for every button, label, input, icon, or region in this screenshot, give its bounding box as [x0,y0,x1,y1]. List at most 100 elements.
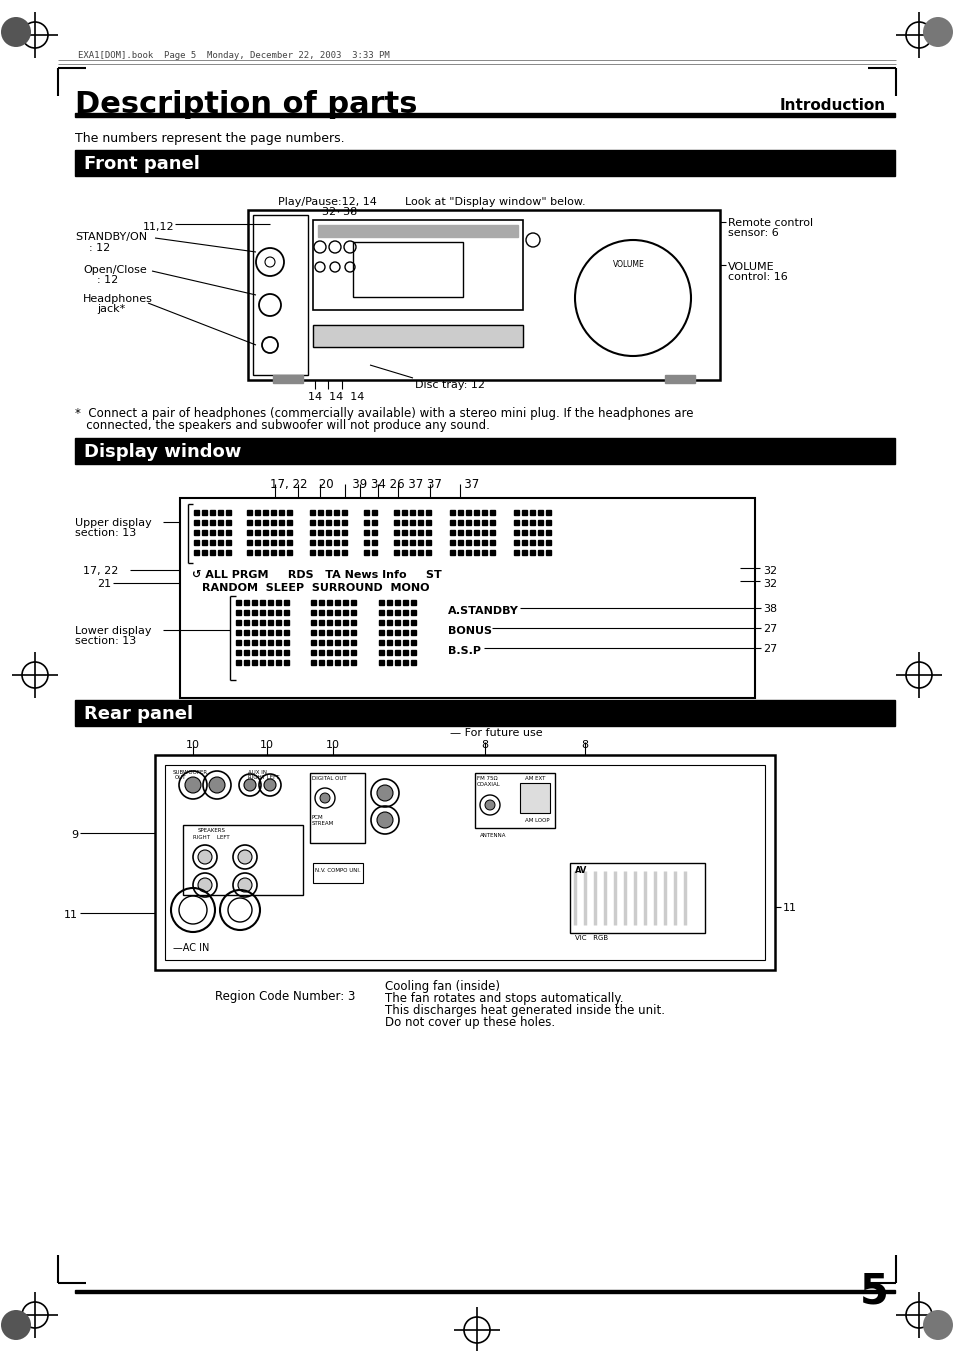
Bar [481,530,486,535]
Bar [402,611,408,615]
Bar [530,540,535,544]
Bar [263,520,268,526]
Bar [284,650,289,655]
Bar [275,661,281,665]
Bar [311,620,315,626]
Bar [475,773,555,828]
Text: Open/Close: Open/Close [83,265,147,276]
Bar [317,520,323,526]
Text: 8: 8 [481,740,488,750]
Text: ANTENNA: ANTENNA [479,834,506,838]
Bar [341,530,347,535]
Text: 11: 11 [64,911,78,920]
Bar [378,640,384,644]
Text: PCM: PCM [312,815,323,820]
Bar [545,540,551,544]
Text: 14  14  14: 14 14 14 [308,392,364,403]
Bar [326,520,331,526]
Text: 38: 38 [762,604,777,613]
Bar [372,509,376,515]
Bar [275,630,281,635]
Bar [218,509,223,515]
Bar [252,630,256,635]
Bar [247,550,252,555]
Bar [218,530,223,535]
Bar [545,530,551,535]
Bar [450,520,455,526]
Circle shape [209,777,225,793]
Bar [326,530,331,535]
Bar [311,640,315,644]
Bar [450,530,455,535]
Bar [210,550,214,555]
Bar [351,640,355,644]
Bar [394,520,398,526]
Bar [260,600,265,605]
Bar [545,520,551,526]
Bar [311,661,315,665]
Text: ↺ ALL PRGM     RDS   TA News Info     ST: ↺ ALL PRGM RDS TA News Info ST [192,570,441,580]
Bar [317,550,323,555]
Text: VIC   RGB: VIC RGB [575,935,607,942]
Bar [481,509,486,515]
Bar [278,520,284,526]
Bar [417,520,422,526]
Bar [378,611,384,615]
Bar [326,509,331,515]
Bar [275,611,281,615]
Text: AM EXT: AM EXT [524,775,545,781]
Bar [235,600,241,605]
Text: AUX IN: AUX IN [248,770,267,775]
Circle shape [237,850,252,865]
Circle shape [198,850,212,865]
Text: Rear panel: Rear panel [84,705,193,723]
Bar [569,863,704,934]
Bar [457,550,462,555]
Bar [310,530,314,535]
Bar [343,661,348,665]
Bar [410,530,415,535]
Bar [193,509,199,515]
Circle shape [1,1310,30,1340]
Bar [313,326,522,347]
Bar [411,630,416,635]
Circle shape [923,18,952,47]
Circle shape [244,780,255,790]
Bar [334,509,338,515]
Text: EXA1[DOM].book  Page 5  Monday, December 22, 2003  3:33 PM: EXA1[DOM].book Page 5 Monday, December 2… [78,51,390,59]
Bar [387,640,392,644]
Bar [387,650,392,655]
Bar [395,620,399,626]
Bar [395,650,399,655]
Bar [395,600,399,605]
Bar [318,611,324,615]
Bar [268,620,273,626]
Bar [481,540,486,544]
Text: Headphones: Headphones [83,295,152,304]
Bar [411,600,416,605]
Bar [372,550,376,555]
Bar [465,520,471,526]
Bar [410,520,415,526]
Bar [318,630,324,635]
Text: Upper display: Upper display [75,517,152,528]
Text: A.STANDBY: A.STANDBY [448,607,518,616]
Bar [75,700,894,725]
Bar [521,520,526,526]
Bar [364,540,369,544]
Bar [193,540,199,544]
Text: 5: 5 [859,1270,888,1312]
Bar [490,540,495,544]
Text: SPEAKERS: SPEAKERS [198,828,226,834]
Text: control: 16: control: 16 [727,272,787,282]
Bar [411,640,416,644]
Bar [481,520,486,526]
Text: BONUS: BONUS [448,626,492,636]
Bar [327,611,332,615]
Bar [395,630,399,635]
Bar [335,630,339,635]
Text: 8: 8 [580,740,588,750]
Text: Look at "Display window" below.: Look at "Display window" below. [405,197,585,207]
Text: connected, the speakers and subwoofer will not produce any sound.: connected, the speakers and subwoofer wi… [75,419,489,432]
Bar [450,550,455,555]
